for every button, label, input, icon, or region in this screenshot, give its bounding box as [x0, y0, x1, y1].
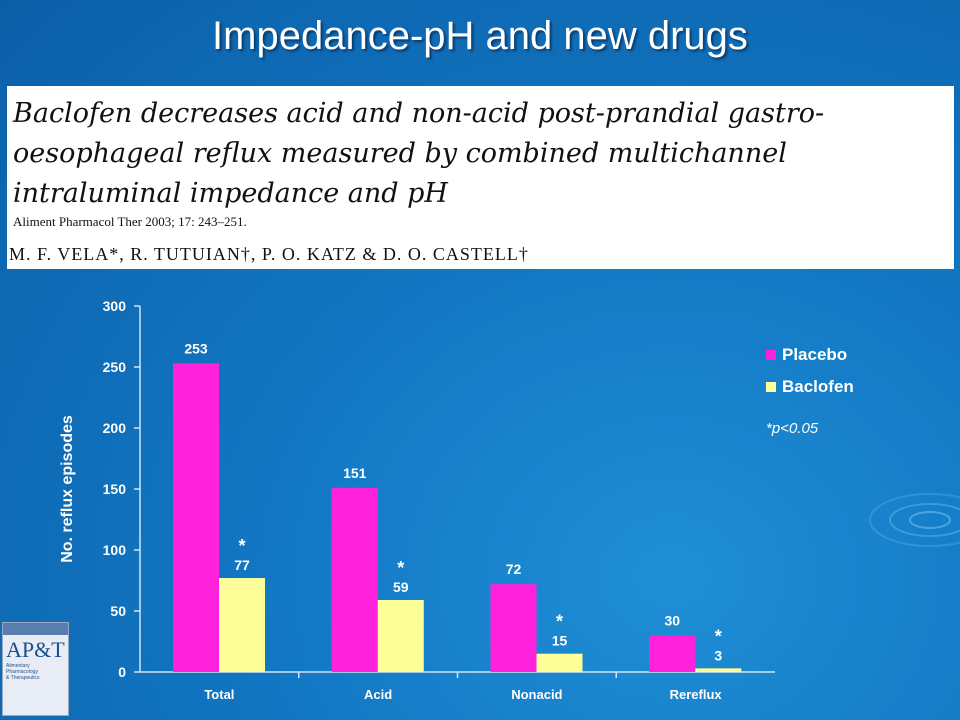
paper-authors: M. F. VELA*, R. TUTUIAN†, P. O. KATZ & D… — [9, 244, 529, 264]
significance-marker: * — [397, 558, 404, 578]
bar-baclofen — [536, 653, 583, 672]
bar-placebo — [649, 635, 696, 672]
y-tick-label: 200 — [103, 420, 127, 436]
data-label: 151 — [343, 465, 367, 481]
significance-marker: * — [238, 536, 245, 556]
significance-marker: * — [715, 626, 722, 646]
y-tick-label: 0 — [118, 664, 126, 680]
x-tick-label: Rereflux — [670, 687, 723, 702]
significance-note: *p<0.05 — [766, 420, 819, 437]
y-tick-label: 300 — [103, 298, 127, 314]
water-ripple-decoration — [869, 493, 960, 547]
data-label: 59 — [393, 579, 409, 595]
legend-swatch-baclofen — [766, 382, 776, 392]
x-tick-label: Total — [204, 687, 234, 702]
legend-swatch-placebo — [766, 350, 776, 360]
bar-baclofen — [695, 668, 742, 672]
legend-label-placebo: Placebo — [782, 345, 847, 364]
journal-cover-thumbnail: AP&T Alimentary Pharmacology & Therapeut… — [2, 622, 69, 716]
y-tick-label: 100 — [103, 542, 127, 558]
bar-placebo — [331, 487, 378, 672]
bar-placebo — [490, 584, 537, 672]
citation-box: Baclofen decreases acid and non-acid pos… — [7, 86, 954, 269]
data-label: 3 — [714, 647, 722, 663]
data-label: 15 — [552, 633, 568, 649]
y-axis-label: No. reflux episodes — [59, 415, 76, 563]
data-label: 253 — [184, 340, 208, 356]
legend-label-baclofen: Baclofen — [782, 377, 854, 396]
journal-reference: Aliment Pharmacol Ther 2003; 17: 243–251… — [13, 214, 247, 229]
cover-header-strip — [3, 623, 68, 635]
y-tick-label: 250 — [103, 359, 127, 375]
x-tick-label: Acid — [364, 687, 392, 702]
y-tick-label: 150 — [103, 481, 127, 497]
bar-baclofen — [377, 600, 424, 672]
data-label: 77 — [234, 557, 250, 573]
x-tick-label: Nonacid — [511, 687, 562, 702]
y-tick-label: 50 — [110, 603, 126, 619]
slide-title: Impedance-pH and new drugs — [212, 14, 748, 58]
bar-baclofen — [219, 578, 265, 672]
paper-title: Baclofen decreases acid and non-acid pos… — [13, 98, 825, 209]
cover-logo: AP&T — [6, 637, 65, 662]
bar-chart: 0 50 100 150 200 250 300 No. reflux episodes Tot… — [59, 298, 854, 702]
cover-journal-name: Alimentary Pharmacology & Therapeutics — [6, 663, 40, 681]
significance-marker: * — [556, 612, 563, 632]
bar-placebo — [173, 363, 219, 672]
data-label: 72 — [506, 561, 522, 577]
data-label: 30 — [664, 612, 680, 628]
